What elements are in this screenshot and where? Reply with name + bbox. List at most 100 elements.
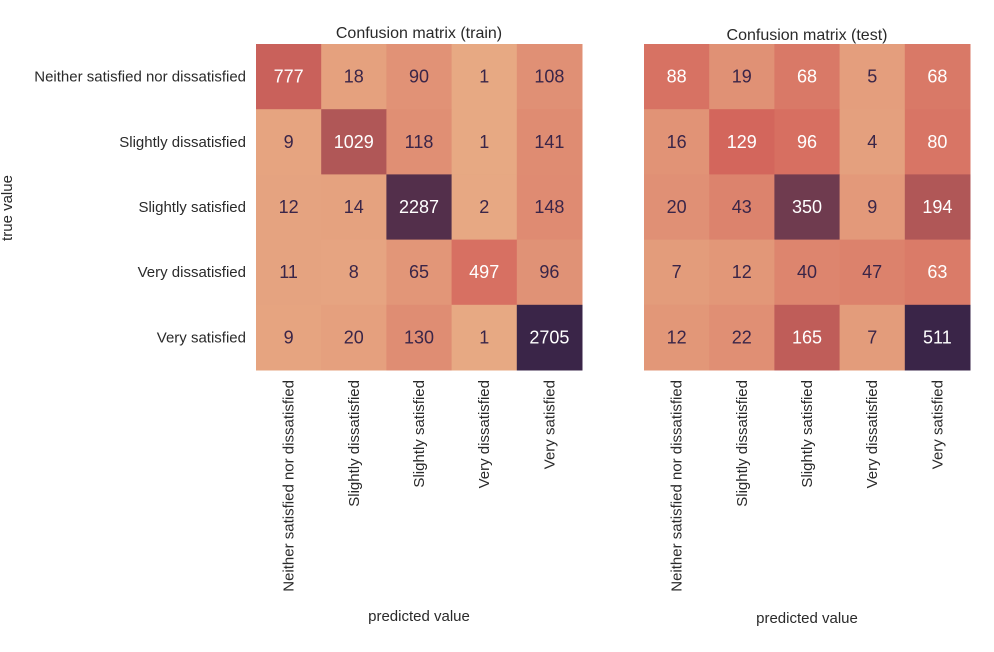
cell-value: 7 — [867, 327, 877, 347]
cell-value: 1 — [479, 132, 489, 152]
cell-value: 4 — [867, 132, 877, 152]
train-x-tick-labels: Neither satisfied nor dissatisfied Slight… — [281, 380, 559, 592]
cell-value: 1 — [479, 67, 489, 87]
cell-value: 148 — [534, 197, 564, 217]
x-tick-label: Slightly dissatisfied — [346, 380, 363, 507]
heatmap-cell — [516, 304, 583, 371]
heatmap-cell — [386, 44, 453, 110]
heatmap-cell — [386, 174, 453, 241]
heatmap-cell — [644, 304, 710, 371]
heatmap-cell — [839, 174, 906, 241]
x-tick-label: Very satisfied — [929, 380, 946, 469]
test-heatmap-cells: 88 19 68 5 68 16 129 96 4 80 20 43 350 9 194 7 12 40 47 63 1… — [644, 44, 971, 371]
heatmap-cell — [451, 44, 518, 110]
heatmap-cell — [904, 239, 971, 306]
cell-value: 2287 — [399, 197, 439, 217]
cell-value: 141 — [534, 132, 564, 152]
heatmap-cell — [709, 44, 775, 110]
heatmap-cell — [644, 239, 710, 306]
heatmap-cell — [256, 109, 322, 175]
heatmap-cell — [516, 239, 583, 306]
heatmap-cell — [256, 44, 322, 110]
heatmap-cell — [386, 239, 453, 306]
cell-value: 777 — [274, 67, 304, 87]
heatmap-cell — [256, 174, 322, 241]
cell-value: 11 — [279, 262, 298, 282]
cell-value: 118 — [405, 132, 434, 152]
cell-value: 16 — [667, 132, 687, 152]
heatmap-cell — [451, 239, 518, 306]
heatmap-cell — [386, 109, 453, 175]
heatmap-cell — [904, 44, 971, 110]
heatmap-cell — [321, 304, 387, 371]
x-tick-label: Very dissatisfied — [476, 380, 493, 488]
y-tick-label: Neither satisfied nor dissatisfied — [34, 69, 246, 86]
cell-value: 108 — [534, 67, 564, 87]
cell-value: 9 — [284, 327, 294, 347]
heatmap-cell — [774, 109, 841, 175]
y-tick-label: Slightly dissatisfied — [119, 134, 246, 151]
heatmap-cell — [774, 174, 841, 241]
heatmap-cell — [904, 304, 971, 371]
cell-value: 20 — [344, 327, 364, 347]
heatmap-cell — [709, 174, 775, 241]
heatmap-cell — [839, 239, 906, 306]
cell-value: 9 — [284, 132, 294, 152]
cell-value: 96 — [797, 132, 817, 152]
x-tick-label: Neither satisfied nor dissatisfied — [281, 380, 298, 592]
cell-value: 22 — [732, 327, 752, 347]
cell-value: 40 — [797, 262, 817, 282]
cell-value: 18 — [344, 67, 364, 87]
cell-value: 90 — [409, 67, 429, 87]
test-x-tick-labels: Neither satisfied nor dissatisfied Slight… — [669, 380, 947, 592]
heatmap-cell — [256, 239, 322, 306]
heatmap-cell — [451, 174, 518, 241]
heatmap-cell — [321, 44, 387, 110]
cell-value: 1029 — [334, 132, 374, 152]
heatmap-cell — [774, 304, 841, 371]
heatmap-cell — [256, 304, 322, 371]
cell-value: 68 — [927, 67, 947, 87]
train-x-axis-label: predicted value — [368, 608, 470, 625]
heatmap-cell — [321, 239, 387, 306]
cell-value: 511 — [923, 327, 952, 347]
train-y-tick-labels: Neither satisfied nor dissatisfied Slight… — [34, 69, 246, 347]
heatmap-cell — [451, 109, 518, 175]
cell-value: 5 — [867, 67, 877, 87]
heatmap-cell — [321, 109, 387, 175]
cell-value: 80 — [927, 132, 947, 152]
cell-value: 12 — [667, 327, 687, 347]
heatmap-cell — [644, 174, 710, 241]
heatmap-cell — [709, 304, 775, 371]
heatmap-cell — [839, 304, 906, 371]
cell-value: 20 — [667, 197, 687, 217]
x-tick-label: Slightly satisfied — [411, 380, 428, 488]
heatmap-cell — [516, 109, 583, 175]
cell-value: 19 — [732, 67, 752, 87]
heatmap-cell — [516, 174, 583, 241]
cell-value: 350 — [792, 197, 822, 217]
heatmap-cell — [644, 109, 710, 175]
test-matrix-title: Confusion matrix (test) — [727, 27, 888, 44]
x-tick-label: Very satisfied — [541, 380, 558, 469]
cell-value: 63 — [927, 262, 947, 282]
heatmap-cell — [774, 44, 841, 110]
cell-value: 497 — [469, 262, 499, 282]
test-x-axis-label: predicted value — [756, 610, 858, 627]
y-tick-label: Slightly satisfied — [138, 199, 246, 216]
x-tick-label: Slightly dissatisfied — [734, 380, 751, 507]
cell-value: 2705 — [529, 327, 569, 347]
cell-value: 43 — [732, 197, 752, 217]
cell-value: 12 — [279, 197, 299, 217]
x-tick-label: Very dissatisfied — [864, 380, 881, 488]
heatmap-cell — [839, 109, 906, 175]
heatmap-cell — [451, 304, 518, 371]
cell-value: 2 — [479, 197, 489, 217]
y-axis-label: true value — [0, 175, 16, 241]
heatmap-cell — [904, 174, 971, 241]
cell-value: 96 — [539, 262, 559, 282]
